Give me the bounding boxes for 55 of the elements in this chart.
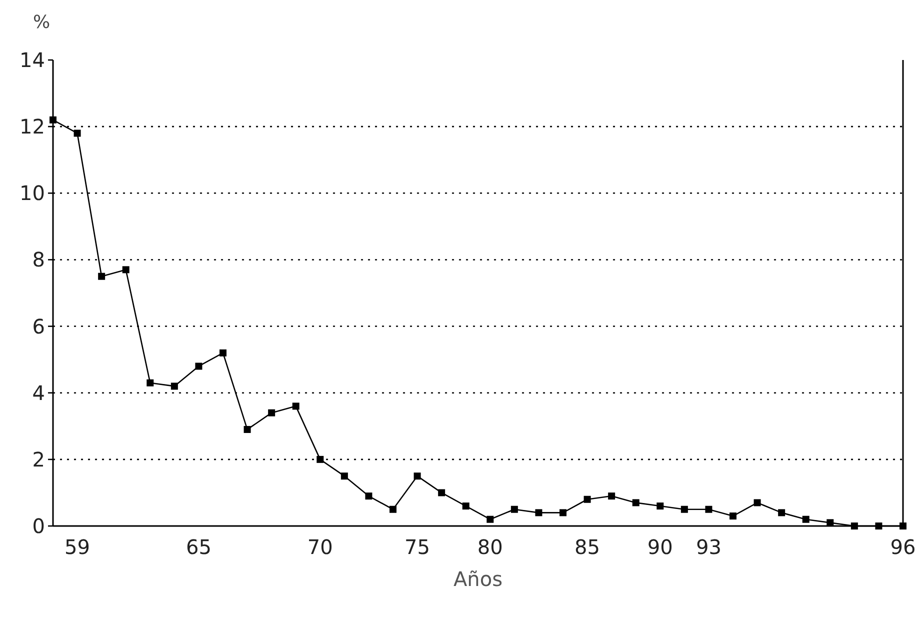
point	[98, 272, 106, 280]
point	[268, 409, 276, 416]
point	[340, 472, 348, 480]
point	[875, 522, 882, 530]
point	[170, 382, 178, 390]
x-tick-label: 65	[186, 535, 212, 559]
point	[802, 516, 810, 523]
point	[584, 496, 591, 503]
y-tick-label: 2	[32, 447, 45, 472]
x-tick-label: 90	[647, 535, 673, 559]
y-axis-title: %	[33, 12, 50, 33]
x-tick-label: 96	[890, 535, 916, 559]
y-tick-label: 14	[20, 48, 45, 72]
point	[122, 266, 130, 274]
point	[365, 492, 372, 500]
point	[244, 426, 251, 433]
point	[414, 472, 421, 480]
point	[778, 509, 786, 516]
point	[900, 522, 906, 530]
x-tick-label: 70	[307, 535, 333, 559]
point	[730, 512, 736, 520]
point	[316, 456, 324, 463]
point	[705, 506, 712, 513]
x-tick-label: 75	[404, 535, 430, 559]
point	[220, 349, 226, 356]
point	[292, 402, 300, 410]
point	[826, 519, 834, 526]
x-tick-label: 93	[696, 535, 722, 559]
point	[146, 379, 154, 386]
y-tick-label: 0	[32, 514, 45, 538]
point	[50, 116, 56, 124]
point	[656, 502, 664, 510]
x-tick-label: 80	[477, 535, 503, 559]
x-tick-label: 85	[574, 535, 600, 559]
point	[850, 522, 858, 530]
y-tick-label: 10	[20, 181, 45, 206]
point	[535, 509, 542, 516]
point	[510, 506, 518, 513]
point	[486, 516, 494, 523]
y-tick-label: 8	[32, 248, 45, 272]
x-axis-title: Años	[453, 567, 503, 591]
point	[390, 506, 396, 513]
y-tick-label: 4	[32, 380, 45, 405]
point	[680, 506, 688, 513]
point	[74, 130, 81, 137]
point	[462, 502, 470, 510]
y-tick-label: 12	[20, 114, 45, 139]
point	[195, 362, 202, 370]
point	[560, 509, 566, 516]
point	[632, 499, 640, 506]
point	[438, 489, 446, 496]
point	[608, 492, 616, 500]
y-tick-label: 6	[32, 314, 45, 338]
x-tick-label: 59	[64, 535, 90, 559]
point	[754, 499, 761, 506]
